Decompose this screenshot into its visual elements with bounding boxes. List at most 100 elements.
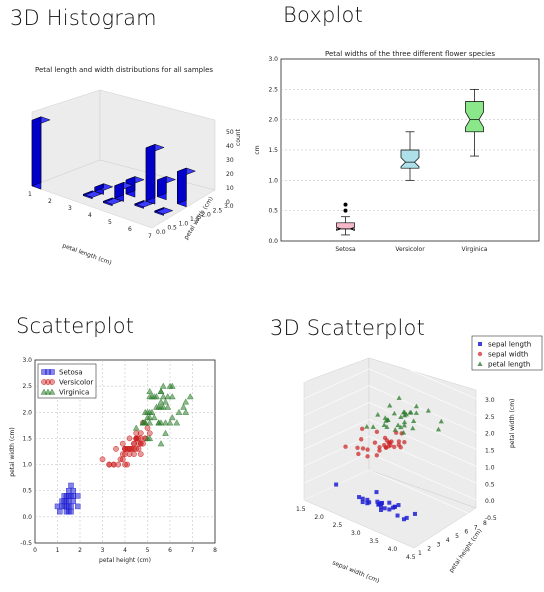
scatter-point [137, 451, 144, 457]
hist3d-ztick: 0 [226, 199, 230, 206]
scatter-point [135, 440, 142, 447]
s3-point [370, 424, 376, 429]
scatter-xtick: 0 [33, 547, 37, 554]
hist3d-xtick: 5 [108, 219, 112, 226]
hist3d-bar-side [134, 200, 144, 206]
s3-point [359, 426, 365, 431]
s3-point [381, 422, 387, 427]
s3-point [438, 418, 444, 424]
scatter-point [140, 440, 146, 447]
s3-point [357, 495, 362, 500]
boxplot-xtick: Setosa [335, 246, 356, 253]
s3-point [334, 482, 339, 487]
boxplot-box [336, 202, 355, 236]
scatter-xtick: 3 [101, 547, 105, 554]
hist3d-bar [31, 116, 51, 190]
s3-point [410, 425, 416, 431]
scatter3d-zlabel: petal width (cm) [509, 399, 516, 448]
boxplot-xtick: Versicolor [395, 246, 425, 253]
scatter-point [141, 408, 149, 415]
hist3d-bar-side [145, 143, 156, 202]
s3-ytick: 1 [418, 550, 422, 557]
boxplot-panel-title: Boxplot [283, 3, 364, 27]
scatter-xtick: 5 [146, 547, 150, 554]
scatter-point [54, 503, 61, 510]
s3-point [387, 500, 392, 505]
s3-legend-label: sepal length [488, 341, 531, 349]
hist3d-ytick: 0.0 [156, 229, 166, 236]
hist3d-bar [153, 207, 174, 216]
scatter-point [180, 403, 187, 410]
scatter3d-chart: -0.5 0.0 0.5 1.0 1.5 2.0 2.5 3.0 1.5 2.0 2.5 3.0 3.5… [296, 335, 543, 585]
hist3d-bar [82, 190, 103, 200]
hist3d-bar-side [31, 116, 42, 187]
scatter-point [186, 393, 194, 400]
s3-ytick: 2 [427, 546, 431, 553]
scatter-point [126, 451, 133, 457]
scatter-point [99, 456, 106, 463]
s3-point [360, 496, 365, 501]
s3-point [404, 515, 409, 520]
s3-point [382, 506, 387, 511]
scatter-point [148, 408, 156, 415]
hist3d-xlabel: petal length (cm) [61, 242, 112, 266]
scatter-point [70, 498, 76, 504]
s3-point [375, 411, 381, 417]
scatter-ytick: -0.5 [20, 540, 32, 547]
scatter-point [150, 414, 158, 421]
scatter-xtick: 2 [78, 547, 82, 554]
s3-point [389, 439, 394, 444]
scatter-point [113, 446, 119, 452]
s3-point [400, 430, 407, 435]
scatter-point [131, 451, 137, 457]
scatter-point [173, 419, 181, 426]
s3-xtick: 4.0 [388, 546, 398, 553]
boxplot-outlier [343, 202, 348, 207]
s3-point [392, 427, 398, 432]
hist3d-ytick: 2.0 [201, 212, 211, 219]
scatter-point [132, 424, 140, 431]
s3-point [360, 500, 365, 505]
scatter-legend-marker [48, 388, 56, 395]
s3-point [396, 442, 402, 447]
scatter-point [182, 398, 190, 405]
boxplot-ytick: 0.0 [268, 238, 278, 245]
scatter-xtick: 8 [213, 547, 217, 554]
hist3d-ztick: 20 [226, 171, 234, 178]
hist3d-bar [176, 167, 197, 208]
s3-point [401, 517, 406, 522]
s3-point [387, 507, 392, 512]
s3-point [343, 444, 348, 449]
scatter-ytick: 1.5 [22, 435, 32, 442]
scatter-xtick: 6 [168, 547, 172, 554]
s3-point [374, 429, 380, 435]
scatter-point [137, 435, 144, 442]
scatter-point [164, 393, 172, 400]
s3-point [375, 499, 380, 504]
hist3d-xtick: 4 [88, 212, 92, 219]
hist3d-bar-side [114, 181, 124, 199]
scatter-point [122, 451, 128, 457]
hist3d-bar-side [177, 167, 187, 205]
hist3d-ztick: 40 [226, 143, 234, 150]
s3-point [412, 511, 417, 516]
scatter-point [75, 503, 81, 510]
histogram3d-chart: Petal length and width distributions for… [28, 66, 242, 267]
s3-point [385, 417, 391, 422]
hist3d-bar [102, 197, 123, 207]
boxplot-ytick: 1.5 [268, 147, 278, 154]
s3-ztick: 2.5 [485, 414, 495, 421]
scatter-point [166, 419, 174, 426]
hist3d-xtick: 2 [48, 198, 52, 205]
s3-legend-box [471, 335, 543, 371]
scatter-ytick: 0.5 [22, 488, 32, 495]
s3-point [356, 451, 361, 457]
scatter-point [157, 398, 165, 405]
s3-point [411, 418, 417, 423]
scatter-ylabel: petal width (cm) [9, 427, 16, 476]
s3-point [401, 419, 408, 425]
scatter-point [162, 419, 169, 426]
scatter-point [128, 446, 135, 452]
s3-gridline [303, 385, 480, 434]
scatter-point [61, 493, 67, 499]
